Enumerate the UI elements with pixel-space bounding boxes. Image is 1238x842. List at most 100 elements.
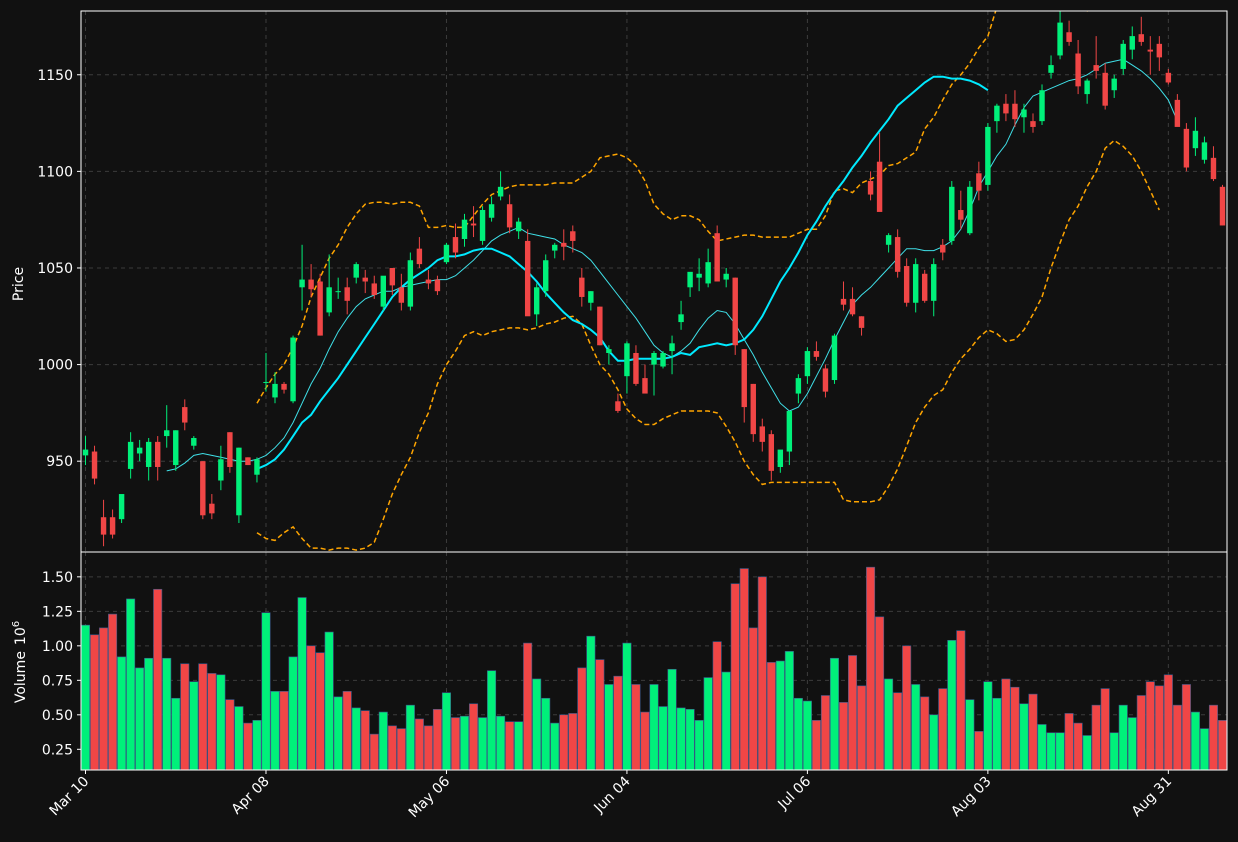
volume-bar <box>171 697 181 771</box>
volume-bar <box>974 731 984 771</box>
volume-bar <box>622 642 632 771</box>
candle <box>1084 78 1090 104</box>
candle <box>1039 84 1045 125</box>
candle-body <box>1120 43 1126 69</box>
candle-body <box>1156 43 1163 58</box>
candle <box>425 269 432 290</box>
candle <box>1048 55 1054 79</box>
volume-bar <box>793 697 803 771</box>
candle <box>651 351 657 396</box>
candle <box>145 438 152 481</box>
volume-bar <box>703 677 713 771</box>
volume-bar <box>315 652 325 771</box>
candle <box>786 410 793 466</box>
candle <box>1111 74 1117 98</box>
volume-bar <box>1046 732 1056 771</box>
candle-body <box>840 298 847 305</box>
candle-body <box>831 335 838 381</box>
candle-body <box>876 161 883 212</box>
volume-bar <box>459 715 470 771</box>
volume-bar <box>938 688 948 771</box>
candle <box>533 283 540 326</box>
volume-bar <box>1127 717 1137 771</box>
candle <box>136 439 143 462</box>
volume-bar <box>911 684 921 771</box>
candle <box>940 238 946 261</box>
volume-bar <box>288 656 298 771</box>
volume-bar <box>857 685 867 771</box>
candle-body <box>949 186 955 241</box>
volume-bar <box>1055 732 1065 771</box>
candle <box>642 364 648 394</box>
candle <box>696 258 702 292</box>
volume-bar <box>1118 704 1128 771</box>
volume-bar <box>929 714 939 771</box>
candle <box>1147 36 1154 75</box>
volume-bar <box>198 663 208 771</box>
volume-bar <box>595 659 605 771</box>
candle <box>299 244 305 311</box>
volume-bar <box>369 733 379 771</box>
volume-bar <box>1100 688 1110 771</box>
candle <box>416 237 423 268</box>
bollinger-upper-line <box>256 11 1091 404</box>
candle-body <box>624 343 630 377</box>
candle <box>579 267 585 307</box>
sma-slow-line <box>256 75 989 470</box>
candle <box>227 432 233 473</box>
candle-body <box>885 235 892 245</box>
volume-bar <box>992 697 1002 771</box>
volume-bar <box>234 706 244 771</box>
volume-bar <box>405 704 415 771</box>
price-y-ticks: 950 1000 1050 1100 1150 <box>37 68 81 470</box>
candle-body <box>976 173 982 191</box>
volume-bar <box>1208 704 1218 771</box>
candle <box>371 275 377 299</box>
candle <box>759 418 765 452</box>
candle <box>182 399 188 431</box>
candle-body <box>858 316 865 328</box>
candle-body <box>922 273 928 301</box>
candle-body <box>552 244 558 251</box>
price-tick-label: 1150 <box>37 68 73 84</box>
candle-body <box>642 378 648 394</box>
candle-body <box>1048 65 1054 73</box>
candle-body <box>678 314 684 323</box>
candle <box>1138 16 1144 46</box>
volume-tick-label: 1.25 <box>42 604 73 620</box>
volume-bar <box>775 660 785 771</box>
candle-body <box>371 283 377 296</box>
candle <box>1030 113 1036 133</box>
volume-bar <box>478 717 488 771</box>
candle <box>615 393 621 413</box>
candle-body <box>470 223 477 226</box>
candle-body <box>1084 80 1090 95</box>
candle-body <box>1057 22 1063 56</box>
candle <box>723 267 729 288</box>
candle <box>795 374 802 404</box>
volume-bar <box>324 631 334 771</box>
volume-bar <box>983 681 993 771</box>
volume-bar <box>1199 728 1209 771</box>
volume-bar <box>766 662 776 771</box>
candle <box>912 258 919 313</box>
candle <box>1120 39 1126 75</box>
candle <box>561 229 567 261</box>
candle <box>741 349 747 423</box>
volume-bar <box>144 657 154 771</box>
candle-body <box>263 381 269 383</box>
candle-body <box>290 337 296 402</box>
candle <box>524 229 531 317</box>
candle <box>552 242 558 259</box>
candle <box>236 447 242 524</box>
candle-body <box>254 459 260 475</box>
volume-bar <box>784 651 794 771</box>
candle-body <box>245 457 251 466</box>
candle <box>407 252 414 311</box>
candle <box>281 381 287 394</box>
candle <box>1174 94 1181 127</box>
candle <box>633 345 639 386</box>
candlesticks <box>82 11 1226 547</box>
candle-body <box>894 237 901 272</box>
